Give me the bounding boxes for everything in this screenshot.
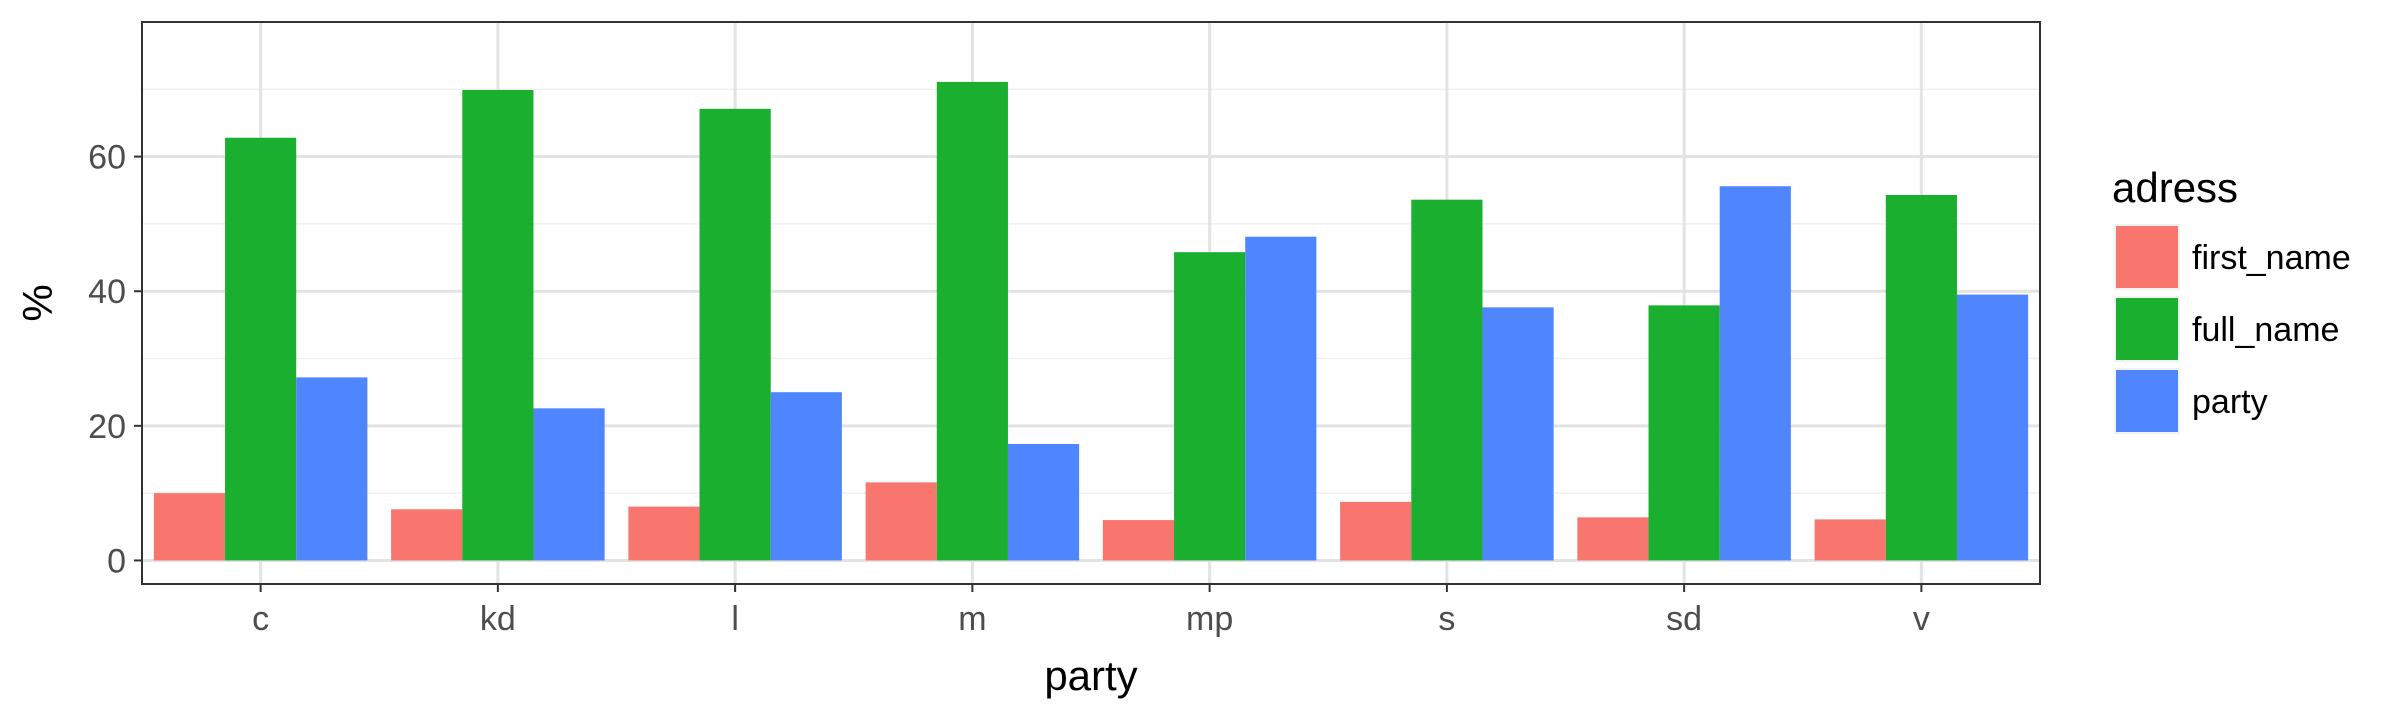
bar-full_name-m bbox=[936, 81, 1008, 561]
legend-label-first_name: first_name bbox=[2192, 239, 2351, 277]
y-axis-title: % bbox=[14, 284, 61, 321]
y-tick-label: 40 bbox=[88, 273, 126, 311]
bar-party-s bbox=[1482, 307, 1554, 561]
y-axis-ticks: 0 20 40 60 bbox=[88, 139, 142, 580]
bar-party-l bbox=[770, 392, 842, 561]
y-tick-label: 20 bbox=[88, 408, 126, 446]
legend-label-party: party bbox=[2192, 383, 2268, 421]
x-axis-title: party bbox=[1044, 652, 1137, 699]
x-tick-label-s: s bbox=[1438, 600, 1455, 638]
x-tick-label-mp: mp bbox=[1186, 600, 1233, 638]
bar-full_name-kd bbox=[462, 89, 534, 561]
bar-full_name-c bbox=[225, 137, 297, 561]
legend-title: adress bbox=[2112, 164, 2238, 211]
bar-full_name-l bbox=[699, 108, 771, 561]
bar-party-v bbox=[1956, 294, 2029, 561]
bar-first_name-s bbox=[1340, 501, 1412, 561]
bars bbox=[153, 81, 2029, 561]
bar-party-sd bbox=[1719, 186, 1791, 561]
x-tick-label-c: c bbox=[252, 600, 269, 638]
y-tick-label: 60 bbox=[88, 139, 126, 177]
x-tick-label-l: l bbox=[731, 600, 739, 638]
bar-party-mp bbox=[1245, 236, 1317, 561]
bar-first_name-c bbox=[153, 493, 226, 561]
bar-party-m bbox=[1007, 444, 1080, 561]
legend-key-first_name bbox=[2116, 226, 2178, 288]
bar-party-c bbox=[296, 377, 368, 561]
legend-key-party bbox=[2116, 370, 2178, 432]
bar-party-kd bbox=[533, 408, 605, 561]
bar-first_name-m bbox=[865, 482, 937, 561]
bar-full_name-s bbox=[1411, 199, 1483, 561]
x-tick-label-m: m bbox=[958, 600, 986, 638]
bar-first_name-l bbox=[628, 506, 700, 561]
x-tick-label-v: v bbox=[1913, 600, 1930, 638]
plot-border bbox=[141, 21, 2041, 585]
x-tick-label-sd: sd bbox=[1666, 600, 1702, 638]
bar-first_name-kd bbox=[391, 509, 463, 561]
x-axis-ticks: c kd l m mp s sd v bbox=[252, 584, 1930, 638]
x-tick-label-kd: kd bbox=[480, 600, 516, 638]
legend-key-full_name bbox=[2116, 298, 2178, 360]
bar-full_name-v bbox=[1885, 194, 1957, 561]
bar-first_name-sd bbox=[1577, 517, 1649, 561]
legend-label-full_name: full_name bbox=[2192, 311, 2339, 349]
bar-first_name-v bbox=[1814, 519, 1886, 561]
bar-full_name-sd bbox=[1648, 305, 1720, 561]
bar-first_name-mp bbox=[1102, 520, 1175, 561]
y-tick-label: 0 bbox=[107, 542, 126, 580]
bar-full_name-mp bbox=[1174, 252, 1246, 561]
